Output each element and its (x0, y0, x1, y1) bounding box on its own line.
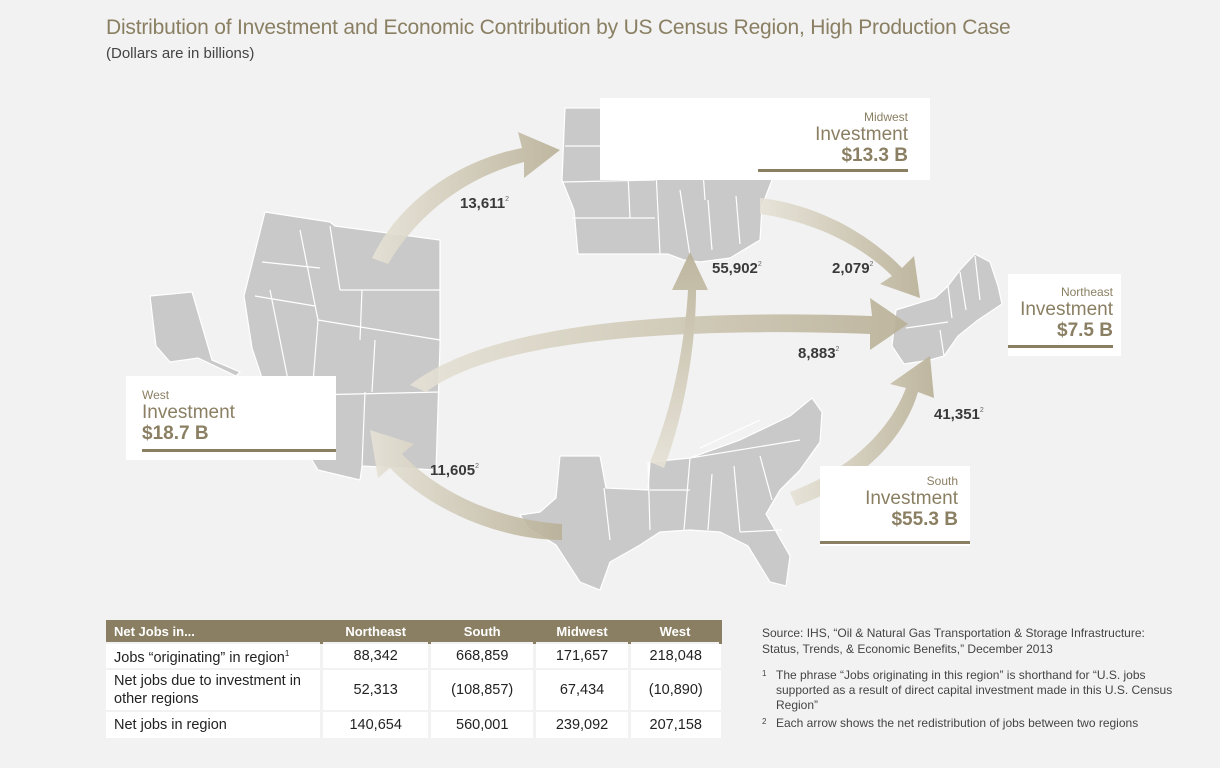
flow-label-south-to-northeast: 41,3512 (934, 406, 984, 423)
south-region-shape (519, 397, 823, 591)
northeast-investment-label: Investment (1020, 299, 1113, 320)
table-header-cell: West (629, 620, 722, 643)
midwest-investment-label: Investment (815, 124, 908, 145)
arrow-west-to-northeast (410, 298, 908, 392)
arrow-south-to-midwest (650, 252, 708, 468)
midwest-region-name: Midwest (863, 110, 908, 124)
arrow-midwest-to-northeast (760, 198, 920, 298)
footnote-2: 2 Each arrow shows the net redistributio… (762, 716, 1182, 731)
footnote-number: 1 (762, 669, 767, 678)
table-header-row: Net Jobs in... Northeast South Midwest W… (106, 620, 722, 643)
table-header-cell: Midwest (534, 620, 631, 643)
arrow-south-to-northeast (790, 356, 934, 506)
table-cell: 207,158 (629, 710, 721, 738)
table-cell: (10,890) (629, 668, 721, 711)
northeast-underline (1008, 345, 1113, 348)
flow-label-midwest-to-northeast: 2,0792 (832, 260, 874, 277)
west-underline (142, 449, 336, 452)
midwest-investment-value: $13.3 B (841, 145, 908, 166)
table-row-label: Net jobs in region (106, 710, 323, 738)
source-citation: Source: IHS, “Oil & Natural Gas Transpor… (762, 626, 1145, 656)
flow-label-west-to-northeast: 8,8832 (798, 345, 840, 362)
midwest-investment-box: Midwest Investment $13.3 B (600, 98, 930, 180)
table-header-cell: Northeast (321, 620, 432, 643)
page-subtitle: (Dollars are in billions) (106, 45, 255, 62)
net-jobs-table: Net Jobs in... Northeast South Midwest W… (106, 620, 722, 738)
table-cell: 560,001 (429, 710, 537, 738)
south-underline (820, 541, 970, 544)
west-investment-label: Investment (142, 402, 235, 423)
flow-arrows (370, 132, 934, 540)
table-cell: 140,654 (321, 710, 432, 738)
footnote-text: The phrase “Jobs originating in this reg… (776, 668, 1173, 712)
northeast-region-name: Northeast (1060, 285, 1113, 299)
footnote-text: Each arrow shows the net redistribution … (776, 716, 1139, 730)
west-investment-box: West Investment $18.7 B (126, 376, 336, 460)
table-row-label: Net jobs due to investment in other regi… (106, 668, 323, 711)
northeast-region-shape (891, 253, 1003, 365)
footnote-1: 1 The phrase “Jobs originating in this r… (762, 668, 1182, 713)
northeast-investment-value: $7.5 B (1057, 320, 1113, 341)
west-region-name: West (142, 388, 170, 402)
table-cell: 239,092 (534, 710, 631, 738)
table-cell: 171,657 (534, 642, 631, 669)
midwest-underline (758, 169, 908, 172)
south-investment-value: $55.3 B (891, 509, 958, 530)
south-investment-box: South Investment $55.3 B (820, 466, 970, 546)
northeast-investment-box: Northeast Investment $7.5 B (1008, 274, 1121, 356)
flow-label-south-to-west: 11,6052 (430, 462, 479, 479)
table-cell: 88,342 (321, 642, 432, 669)
table-cell: 67,434 (534, 668, 631, 711)
footnote-number: 2 (762, 717, 767, 726)
west-investment-value: $18.7 B (142, 423, 209, 444)
table-row: Net jobs due to investment in other regi… (106, 668, 721, 711)
south-region-name: South (926, 474, 958, 488)
arrow-west-to-midwest (372, 132, 560, 264)
table-row: Net jobs in region 140,654 560,001 239,0… (106, 710, 721, 738)
table-row: Jobs “originating” in region1 88,342 668… (106, 642, 721, 669)
table-header-cell: South (429, 620, 537, 643)
south-investment-label: Investment (865, 488, 958, 509)
flow-label-west-to-midwest: 13,6112 (460, 195, 509, 212)
table-cell: 52,313 (321, 668, 432, 711)
arrow-south-to-west (370, 430, 562, 540)
table-cell: 218,048 (629, 642, 721, 669)
flow-label-south-to-midwest: 55,9022 (712, 260, 762, 277)
table-header-cell: Net Jobs in... (106, 620, 323, 643)
page-title: Distribution of Investment and Economic … (106, 16, 1011, 39)
table-cell: (108,857) (429, 668, 537, 711)
table-cell: 668,859 (429, 642, 537, 669)
table-row-label: Jobs “originating” in region1 (106, 642, 323, 669)
